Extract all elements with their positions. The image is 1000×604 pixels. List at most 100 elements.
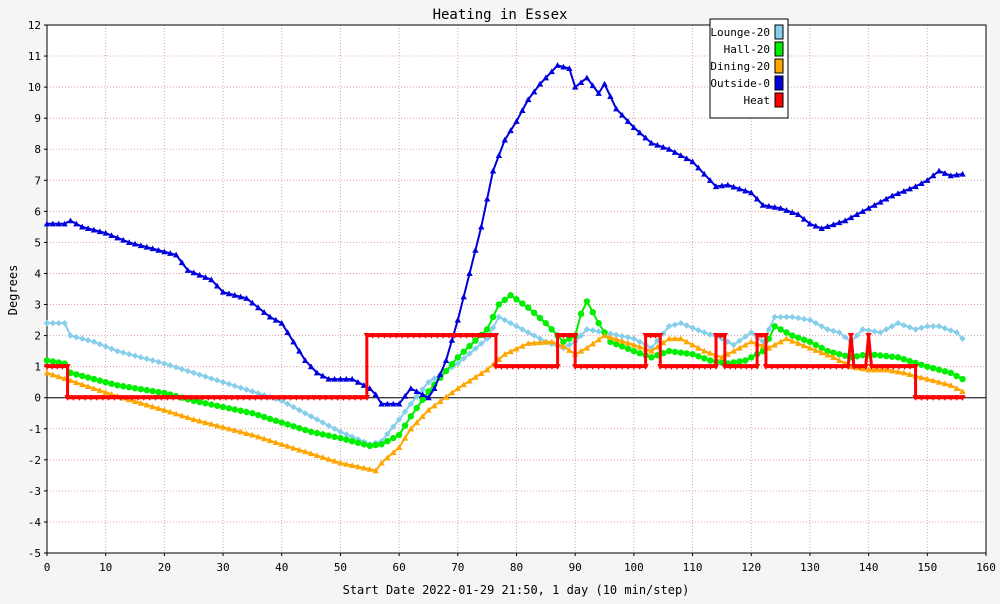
data-point bbox=[652, 333, 659, 339]
data-point bbox=[566, 333, 573, 339]
data-point bbox=[64, 364, 71, 370]
data-point bbox=[856, 364, 864, 370]
chart-title: Heating in Essex bbox=[433, 7, 568, 23]
data-point bbox=[143, 355, 150, 363]
data-point bbox=[134, 395, 142, 401]
data-point bbox=[284, 442, 291, 449]
data-point bbox=[184, 414, 192, 421]
data-point bbox=[237, 384, 244, 391]
data-point bbox=[442, 367, 450, 375]
data-point bbox=[472, 374, 479, 380]
data-point bbox=[924, 177, 931, 183]
data-point bbox=[520, 364, 528, 370]
data-point bbox=[49, 319, 57, 327]
data-point bbox=[748, 338, 755, 345]
data-point bbox=[821, 364, 828, 370]
data-point bbox=[243, 430, 250, 436]
data-point bbox=[460, 293, 467, 300]
data-point bbox=[873, 364, 881, 370]
data-point bbox=[99, 395, 106, 401]
x-tick-label: 120 bbox=[741, 561, 761, 574]
data-point bbox=[463, 333, 470, 339]
data-point bbox=[583, 344, 591, 351]
data-point bbox=[530, 339, 538, 346]
data-point bbox=[827, 364, 834, 370]
data-point bbox=[120, 383, 127, 390]
data-point bbox=[425, 406, 432, 413]
data-point bbox=[577, 347, 585, 354]
data-point bbox=[901, 364, 908, 370]
legend-swatch bbox=[774, 92, 784, 108]
data-point bbox=[125, 396, 133, 403]
data-point bbox=[525, 304, 532, 311]
data-point bbox=[161, 360, 168, 367]
data-point bbox=[906, 185, 913, 192]
data-point bbox=[137, 399, 145, 406]
data-point bbox=[806, 220, 814, 227]
data-point bbox=[841, 333, 849, 341]
data-point bbox=[243, 386, 250, 393]
data-point bbox=[953, 385, 960, 391]
x-tick-label: 10 bbox=[99, 561, 112, 574]
data-point bbox=[812, 319, 820, 327]
data-point bbox=[706, 357, 714, 364]
data-point bbox=[665, 335, 673, 342]
data-point bbox=[313, 429, 321, 437]
data-point bbox=[803, 364, 811, 370]
data-point bbox=[671, 321, 679, 328]
x-tick-label: 150 bbox=[917, 561, 937, 574]
data-point bbox=[172, 364, 180, 371]
data-point bbox=[316, 395, 324, 401]
data-point bbox=[554, 62, 561, 68]
data-point bbox=[679, 364, 686, 370]
data-point bbox=[571, 83, 579, 90]
legend-label: Dining-20 bbox=[710, 60, 770, 73]
data-point bbox=[495, 313, 503, 321]
data-point bbox=[618, 343, 626, 350]
series-group bbox=[43, 62, 966, 474]
data-point bbox=[419, 391, 426, 398]
data-point bbox=[662, 364, 670, 370]
data-point bbox=[830, 349, 837, 356]
data-point bbox=[595, 90, 602, 96]
data-point bbox=[213, 377, 221, 384]
data-point bbox=[736, 358, 743, 365]
data-point bbox=[413, 404, 420, 412]
data-point bbox=[712, 183, 720, 190]
data-point bbox=[161, 406, 168, 413]
data-point bbox=[718, 182, 726, 189]
data-point bbox=[442, 393, 450, 400]
data-point bbox=[701, 170, 708, 177]
data-point bbox=[947, 172, 954, 179]
data-point bbox=[413, 419, 420, 426]
data-point bbox=[695, 353, 702, 360]
data-point bbox=[392, 333, 400, 339]
y-tick-label: 7 bbox=[34, 174, 41, 187]
data-point bbox=[630, 347, 638, 355]
data-point bbox=[797, 364, 805, 370]
data-point bbox=[325, 422, 332, 429]
data-point bbox=[79, 335, 86, 342]
data-point bbox=[70, 395, 77, 401]
data-point bbox=[742, 357, 749, 364]
data-point bbox=[677, 349, 685, 356]
data-point bbox=[607, 93, 614, 99]
data-point bbox=[249, 388, 256, 395]
data-point bbox=[924, 363, 931, 370]
data-point bbox=[390, 423, 397, 430]
data-point bbox=[249, 299, 256, 306]
data-point bbox=[401, 392, 409, 399]
data-point bbox=[114, 382, 121, 389]
data-point bbox=[607, 330, 614, 337]
data-point bbox=[868, 364, 875, 370]
data-point bbox=[313, 452, 321, 459]
data-point bbox=[765, 326, 773, 333]
data-point bbox=[783, 335, 790, 342]
data-point bbox=[618, 111, 626, 118]
data-point bbox=[771, 204, 778, 210]
data-point bbox=[213, 422, 221, 429]
series-outside-0 bbox=[43, 62, 966, 407]
data-point bbox=[783, 313, 790, 321]
data-point bbox=[302, 357, 309, 363]
data-point bbox=[172, 251, 180, 258]
